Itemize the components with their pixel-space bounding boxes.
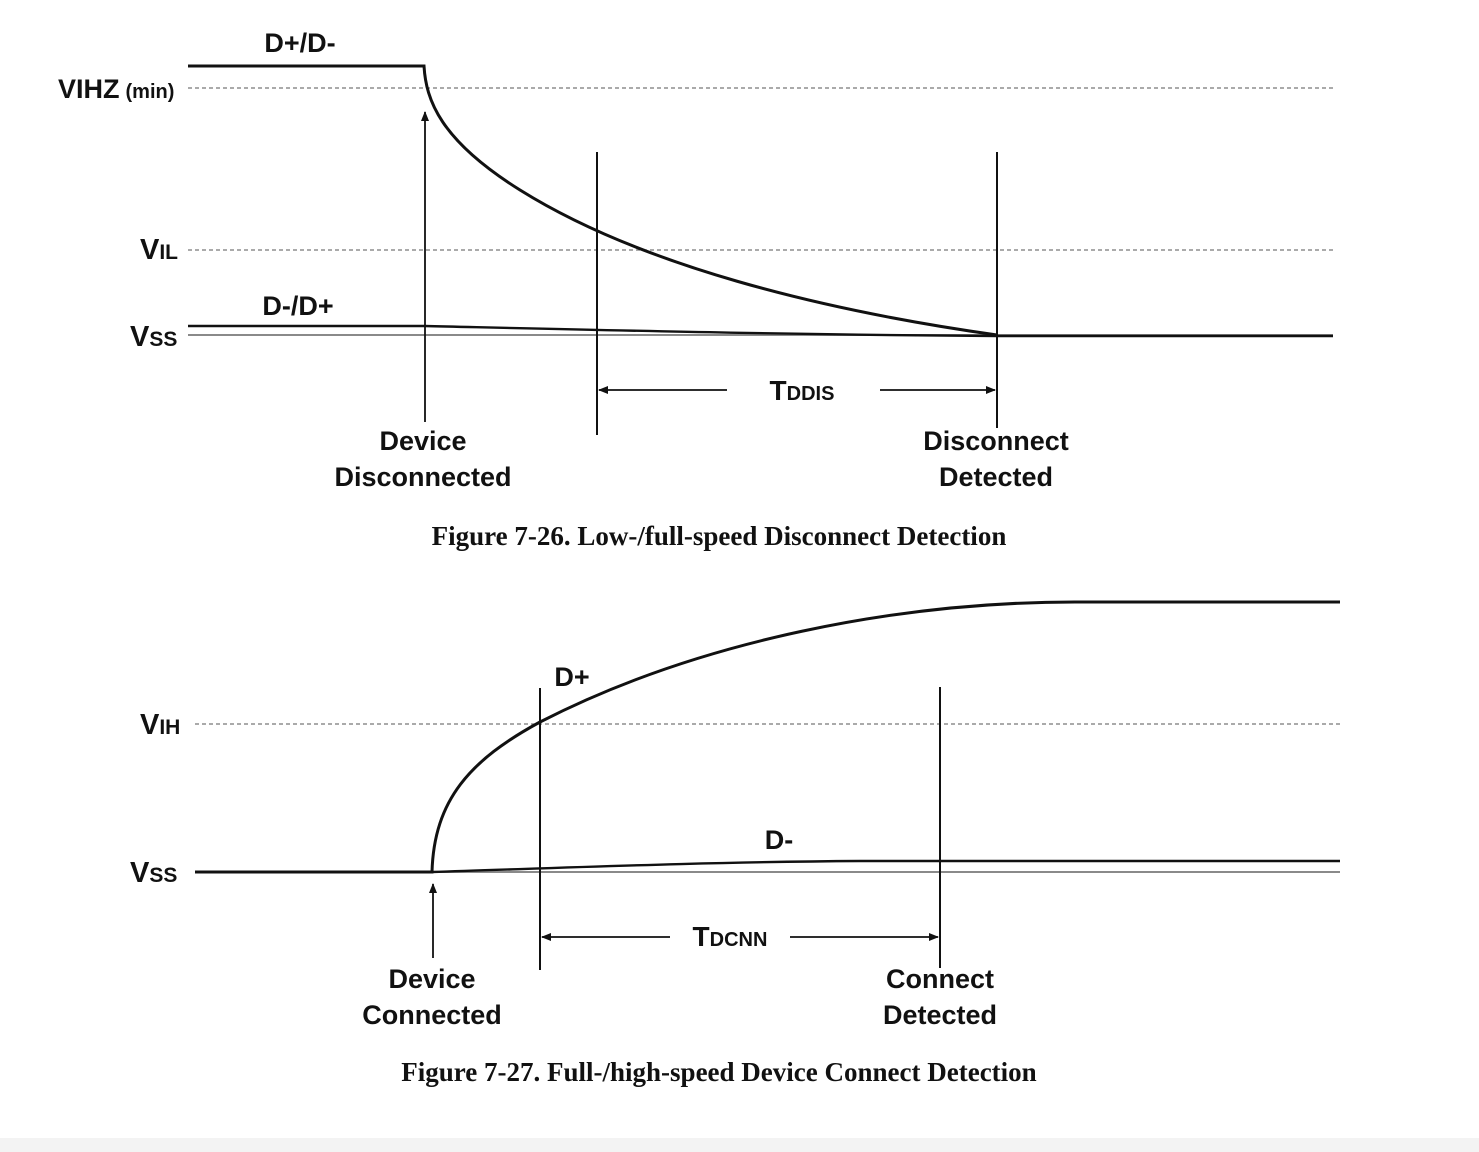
level-label-vil: VIL	[140, 234, 178, 266]
level-label-vih: VIH	[140, 709, 180, 741]
event-label-disconnect-detected-2: Detected	[939, 462, 1053, 492]
figure-7-26-caption: Figure 7-26. Low-/full-speed Disconnect …	[432, 521, 1007, 551]
signal-label-d-plus: D+	[554, 662, 589, 692]
d-plus-d-minus-trace	[188, 64, 998, 337]
level-label-vss: VSS	[130, 321, 177, 353]
event-label-device-connected-1: Device	[388, 964, 475, 994]
timing-label-tdcnn: TDCNN	[693, 921, 768, 952]
signal-label-d-minus-d-plus: D-/D+	[262, 291, 333, 321]
level-label-vss-2: VSS	[130, 857, 177, 889]
event-label-device-disconnected-2: Disconnected	[334, 462, 511, 492]
figure-7-26: D+/D- D-/D+ VIHZ (min) VIL VSS TDDIS Devi…	[58, 28, 1333, 551]
d-minus-d-plus-trace	[188, 324, 1333, 338]
figure-7-27: D+ D- VIH VSS TDCNN Device Connected Con…	[130, 600, 1340, 1087]
signal-label-d-plus-d-minus: D+/D-	[264, 28, 335, 58]
level-label-vihz: VIHZ (min)	[58, 74, 174, 104]
event-label-disconnect-detected-1: Disconnect	[923, 426, 1069, 456]
figure-7-27-caption: Figure 7-27. Full-/high-speed Device Con…	[401, 1057, 1036, 1087]
event-label-device-connected-2: Connected	[362, 1000, 502, 1030]
signal-label-d-minus: D-	[765, 825, 794, 855]
event-label-connect-detected-2: Detected	[883, 1000, 997, 1030]
timing-label-tddis: TDDIS	[770, 375, 835, 406]
d-plus-trace	[195, 600, 1340, 874]
d-minus-trace	[195, 859, 1340, 874]
event-label-connect-detected-1: Connect	[886, 964, 994, 994]
page-bottom-strip	[0, 1138, 1479, 1152]
event-label-device-disconnected-1: Device	[379, 426, 466, 456]
